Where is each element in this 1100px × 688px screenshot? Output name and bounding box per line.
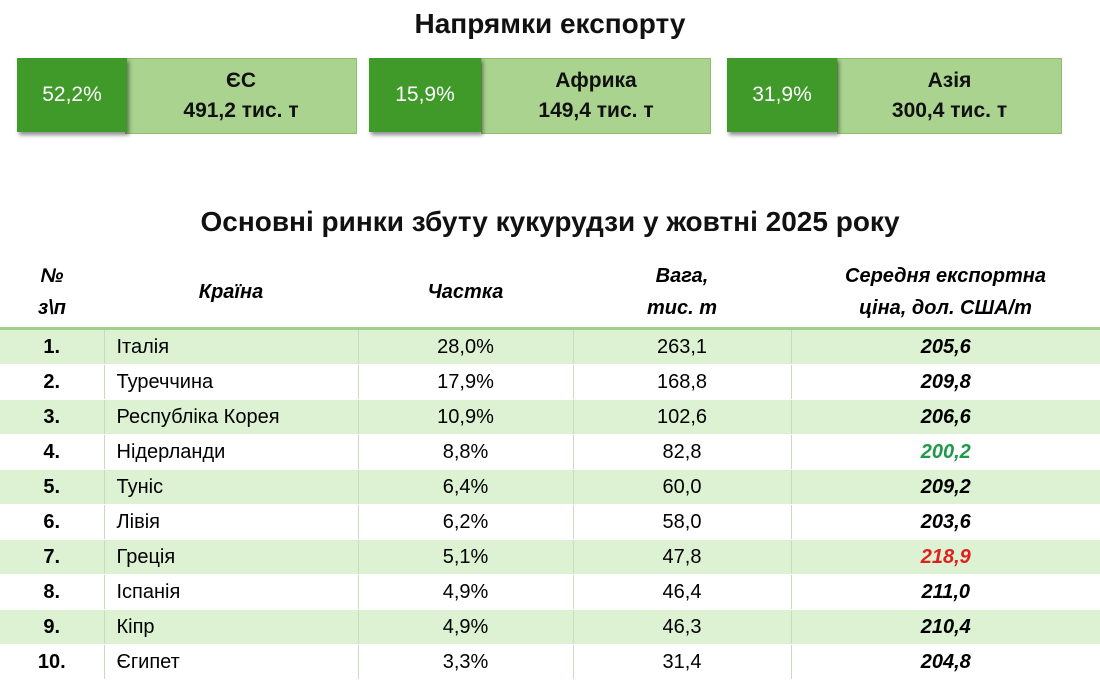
row-weight: 47,8 (573, 539, 792, 575)
row-share: 4,9% (358, 609, 574, 645)
row-country: Іспанія (103, 574, 359, 610)
row-country: Туніс (103, 469, 359, 505)
table-header-row: № з\п Країна Частка Вага, тис. т Середня… (0, 257, 1100, 330)
table-row: 9. Кіпр 4,9% 46,3 210,4 (0, 609, 1100, 645)
table-row: 8. Іспанія 4,9% 46,4 211,0 (0, 574, 1100, 610)
row-country: Італія (103, 328, 359, 365)
row-country: Греція (103, 539, 359, 575)
export-region-label: Африка (555, 69, 637, 92)
row-price: 209,8 (791, 364, 1100, 400)
export-region-label: Азія (927, 69, 972, 92)
table-row: 3. Республіка Корея 10,9% 102,6 206,6 (0, 399, 1100, 435)
row-number: 4. (0, 434, 104, 470)
row-price: 203,6 (791, 504, 1100, 540)
row-weight: 263,1 (573, 328, 792, 365)
row-number: 9. (0, 609, 104, 645)
export-volume-label: 149,4 тис. т (538, 99, 654, 122)
row-number: 6. (0, 504, 104, 540)
row-price: 211,0 (791, 574, 1100, 610)
row-number: 10. (0, 644, 104, 680)
table-row: 1. Італія 28,0% 263,1 205,6 (0, 328, 1100, 365)
row-weight: 102,6 (573, 399, 792, 435)
row-share: 4,9% (358, 574, 574, 610)
export-card-asia: Азія 300,4 тис. т 31,9% (727, 58, 1062, 136)
export-card-eu: ЄС 491,2 тис. т 52,2% (17, 58, 359, 136)
row-weight: 168,8 (573, 364, 792, 400)
row-share: 8,8% (358, 434, 574, 470)
row-share: 6,4% (358, 469, 574, 505)
row-price: 209,2 (791, 469, 1100, 505)
row-weight: 60,0 (573, 469, 792, 505)
export-card-africa: Африка 149,4 тис. т 15,9% (369, 58, 711, 136)
row-price: 204,8 (791, 644, 1100, 680)
table-row: 6. Лівія 6,2% 58,0 203,6 (0, 504, 1100, 540)
export-directions-title: Напрямки експорту (414, 8, 686, 39)
row-number: 5. (0, 469, 104, 505)
row-number: 3. (0, 399, 104, 435)
header-number: № з\п (0, 257, 104, 330)
export-region-label: ЄС (225, 69, 257, 92)
header-weight: Вага, тис. т (573, 257, 791, 330)
row-share: 3,3% (358, 644, 574, 680)
export-share-value: 52,2% (42, 83, 102, 106)
table-row: 7. Греція 5,1% 47,8 218,9 (0, 539, 1100, 575)
export-share-badge: 31,9% (727, 58, 837, 132)
row-country: Туреччина (103, 364, 359, 400)
header-price: Середня експортна ціна, дол. США/т (791, 257, 1100, 330)
row-country: Лівія (103, 504, 359, 540)
row-country: Єгипет (103, 644, 359, 680)
row-share: 6,2% (358, 504, 574, 540)
header-share: Частка (358, 257, 573, 330)
row-country: Республіка Корея (103, 399, 359, 435)
row-number: 1. (0, 328, 104, 365)
export-share-value: 15,9% (395, 83, 455, 106)
row-number: 7. (0, 539, 104, 575)
row-share: 10,9% (358, 399, 574, 435)
table-row: 2. Туреччина 17,9% 168,8 209,8 (0, 364, 1100, 400)
row-country: Нідерланди (103, 434, 359, 470)
row-number: 2. (0, 364, 104, 400)
export-share-badge: 15,9% (369, 58, 481, 132)
markets-table-title: Основні ринки збуту кукурудзи у жовтні 2… (200, 206, 900, 237)
table-row: 4. Нідерланди 8,8% 82,8 200,2 (0, 434, 1100, 470)
row-weight: 58,0 (573, 504, 792, 540)
row-weight: 46,3 (573, 609, 792, 645)
row-weight: 82,8 (573, 434, 792, 470)
export-volume-label: 491,2 тис. т (183, 99, 299, 122)
row-price: 206,6 (791, 399, 1100, 435)
export-card-africa-details: Африка 149,4 тис. т (481, 58, 711, 134)
markets-table: № з\п Країна Частка Вага, тис. т Середня… (0, 257, 1100, 680)
table-row: 10. Єгипет 3,3% 31,4 204,8 (0, 644, 1100, 680)
export-card-asia-details: Азія 300,4 тис. т (837, 58, 1062, 134)
export-share-value: 31,9% (752, 83, 812, 106)
row-number: 8. (0, 574, 104, 610)
row-share: 28,0% (358, 328, 574, 365)
row-share: 5,1% (358, 539, 574, 575)
export-volume-label: 300,4 тис. т (891, 99, 1008, 122)
row-weight: 46,4 (573, 574, 792, 610)
export-card-eu-details: ЄС 491,2 тис. т (125, 58, 357, 134)
row-price: 200,2 (791, 434, 1100, 470)
row-price: 205,6 (791, 328, 1100, 365)
row-weight: 31,4 (573, 644, 792, 680)
row-price: 210,4 (791, 609, 1100, 645)
table-row: 5. Туніс 6,4% 60,0 209,2 (0, 469, 1100, 505)
export-share-badge: 52,2% (17, 58, 127, 132)
header-country: Країна (104, 257, 358, 330)
row-price: 218,9 (791, 539, 1100, 575)
row-share: 17,9% (358, 364, 574, 400)
row-country: Кіпр (103, 609, 359, 645)
